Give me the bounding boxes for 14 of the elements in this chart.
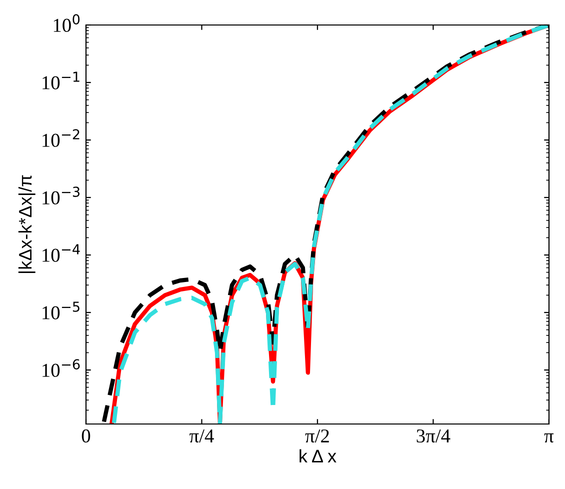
y-tick-label: 10$^{−5}$: [42, 302, 80, 320]
x-tick-label: π: [544, 433, 554, 443]
y-tick-label: 10$^{−4}$: [42, 244, 80, 262]
y-tick-label: 10$^{0}$: [54, 14, 80, 32]
y-axis-title: |kΔx-k*Δx|/π: [18, 175, 36, 273]
x-axis-title: k Δ x: [300, 449, 336, 462]
y-tick-label: 10$^{−6}$: [42, 359, 80, 377]
x-tick-label: 0: [82, 429, 90, 443]
y-tick-label: 10$^{−2}$: [42, 129, 80, 147]
x-tick-label: π/2: [305, 429, 329, 443]
y-tick-label: 10$^{−3}$: [42, 186, 80, 204]
x-tick-label: π/4: [190, 430, 214, 443]
x-tick-label: 3π/4: [416, 429, 450, 443]
y-tick-label: 10$^{−1}$: [42, 72, 80, 90]
